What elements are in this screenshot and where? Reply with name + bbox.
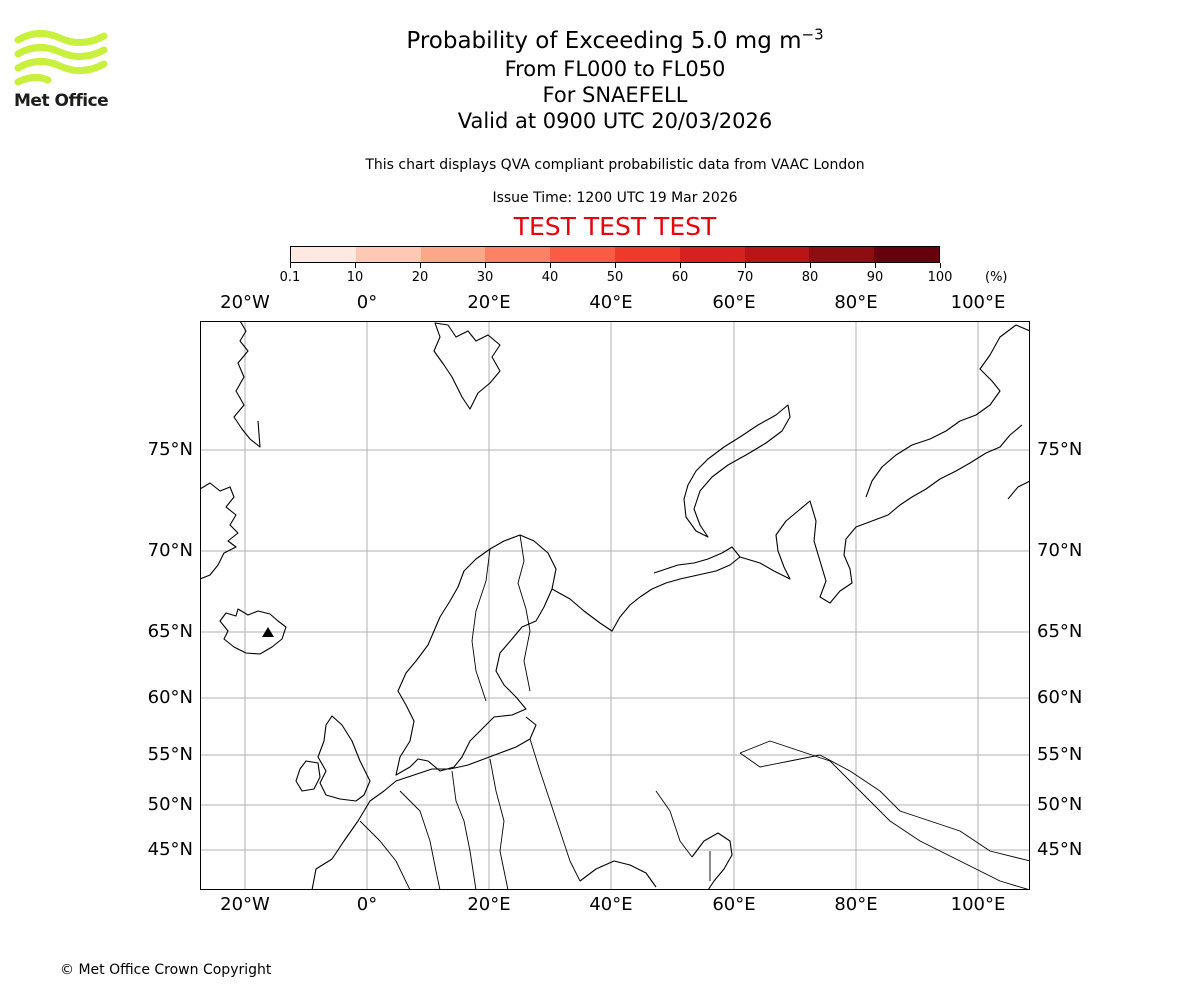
colorbar-segment xyxy=(874,247,939,262)
longitude-label-top: 80°E xyxy=(834,292,878,313)
colorbar-segment xyxy=(355,247,421,262)
latitude-label-right: 65°N xyxy=(1037,621,1083,642)
longitude-label-top: 100°E xyxy=(950,292,1006,313)
colorbar-tick-label: 60 xyxy=(671,270,689,285)
title-main: Probability of Exceeding 5.0 mg m xyxy=(406,28,802,54)
colorbar xyxy=(290,246,940,263)
title-valid-time: Valid at 0900 UTC 20/03/2026 xyxy=(457,109,773,133)
longitude-label-top: 40°E xyxy=(589,292,633,313)
colorbar-segment xyxy=(614,247,680,262)
latitude-label-left: 45°N xyxy=(147,839,193,860)
coast-europe xyxy=(311,716,537,890)
longitude-label-bottom: 60°E xyxy=(712,894,756,915)
longitude-label-top: 20°E xyxy=(467,292,511,313)
coast-novaya-zemlya xyxy=(683,404,791,538)
coast-greenland xyxy=(200,482,239,580)
title-unit-exponent: −3 xyxy=(801,25,824,44)
colorbar-segment xyxy=(291,247,356,262)
colorbar-tick-label: 100 xyxy=(927,270,953,285)
latitude-label-right: 55°N xyxy=(1037,744,1083,765)
logo-text: Met Office xyxy=(14,91,109,111)
colorbar-tick-label: 0.1 xyxy=(279,270,301,285)
longitude-label-bottom: 100°E xyxy=(950,894,1006,915)
colorbar-tick xyxy=(939,263,941,268)
latitude-label-right: 75°N xyxy=(1037,439,1083,460)
colorbar-tick xyxy=(549,263,551,268)
map-border xyxy=(200,321,1030,890)
volcano-marker xyxy=(262,627,274,637)
colorbar-tick-label: 80 xyxy=(801,270,819,285)
coast-ireland xyxy=(295,760,321,792)
test-banner: TEST TEST TEST xyxy=(513,212,717,241)
longitude-label-bottom: 20°E xyxy=(467,894,511,915)
longitude-label-top: 60°E xyxy=(712,292,756,313)
colorbar-tick xyxy=(484,263,486,268)
map xyxy=(200,321,1030,890)
colorbar-unit: (%) xyxy=(985,270,1008,285)
colorbar-tick-label: 20 xyxy=(411,270,429,285)
latitude-label-left: 70°N xyxy=(147,540,193,561)
latitude-label-right: 70°N xyxy=(1037,540,1083,561)
longitude-label-bottom: 0° xyxy=(356,894,378,915)
met-office-logo xyxy=(14,30,109,115)
colorbar-tick-label: 90 xyxy=(866,270,884,285)
colorbar-tick xyxy=(809,263,811,268)
latitude-label-right: 45°N xyxy=(1037,839,1083,860)
title-flight-levels: From FL000 to FL050 xyxy=(504,57,726,81)
coast-kara xyxy=(739,424,1023,604)
copyright-footer: © Met Office Crown Copyright xyxy=(60,962,272,978)
coast-taymyr xyxy=(865,324,1030,498)
latitude-label-left: 50°N xyxy=(147,794,193,815)
colorbar-tick-label: 10 xyxy=(346,270,364,285)
colorbar-tick-label: 40 xyxy=(541,270,559,285)
coastlines xyxy=(200,321,1030,890)
latitude-label-right: 60°N xyxy=(1037,687,1083,708)
subtitle: This chart displays QVA compliant probab… xyxy=(365,157,865,173)
coast-caspian xyxy=(691,832,733,890)
country-borders xyxy=(359,534,1030,890)
longitude-label-bottom: 40°E xyxy=(589,894,633,915)
latitude-label-right: 50°N xyxy=(1037,794,1083,815)
longitude-label-bottom: 20°W xyxy=(220,894,270,915)
title-volcano: For SNAEFELL xyxy=(542,83,688,107)
coast-svalbard xyxy=(433,322,501,410)
colorbar-segment xyxy=(485,247,551,262)
issue-time: Issue Time: 1200 UTC 19 Mar 2026 xyxy=(492,190,738,206)
chart-title-block: Probability of Exceeding 5.0 mg m−3 From… xyxy=(315,26,915,134)
latitude-label-left: 55°N xyxy=(147,744,193,765)
coast-iceland xyxy=(219,608,287,655)
graticule xyxy=(200,321,1030,890)
colorbar-segment xyxy=(420,247,486,262)
met-office-waves-icon xyxy=(14,30,108,86)
colorbar-tick-label: 50 xyxy=(606,270,624,285)
coast-white-sea xyxy=(551,546,741,632)
latitude-label-left: 60°N xyxy=(147,687,193,708)
colorbar-segment xyxy=(809,247,875,262)
colorbar-tick xyxy=(419,263,421,268)
colorbar-tick xyxy=(354,263,356,268)
colorbar-tick-label: 30 xyxy=(476,270,494,285)
coast-scandinavia xyxy=(395,534,557,776)
colorbar-segment xyxy=(550,247,615,262)
colorbar-tick xyxy=(744,263,746,268)
coast-great-britain xyxy=(317,715,371,802)
colorbar-tick xyxy=(874,263,876,268)
coast-greenland-north xyxy=(233,321,261,448)
title-line-1: Probability of Exceeding 5.0 mg m−3 xyxy=(315,26,915,56)
coast-black-sea xyxy=(579,860,657,888)
colorbar-segment xyxy=(679,247,745,262)
colorbar-segment xyxy=(744,247,810,262)
longitude-label-bottom: 80°E xyxy=(834,894,878,915)
colorbar-tick xyxy=(289,263,291,268)
colorbar-tick-label: 70 xyxy=(736,270,754,285)
colorbar-tick xyxy=(679,263,681,268)
longitude-label-top: 20°W xyxy=(220,292,270,313)
latitude-label-left: 65°N xyxy=(147,621,193,642)
coast-east xyxy=(1007,480,1030,500)
latitude-label-left: 75°N xyxy=(147,439,193,460)
longitude-label-top: 0° xyxy=(356,292,378,313)
colorbar-tick xyxy=(614,263,616,268)
